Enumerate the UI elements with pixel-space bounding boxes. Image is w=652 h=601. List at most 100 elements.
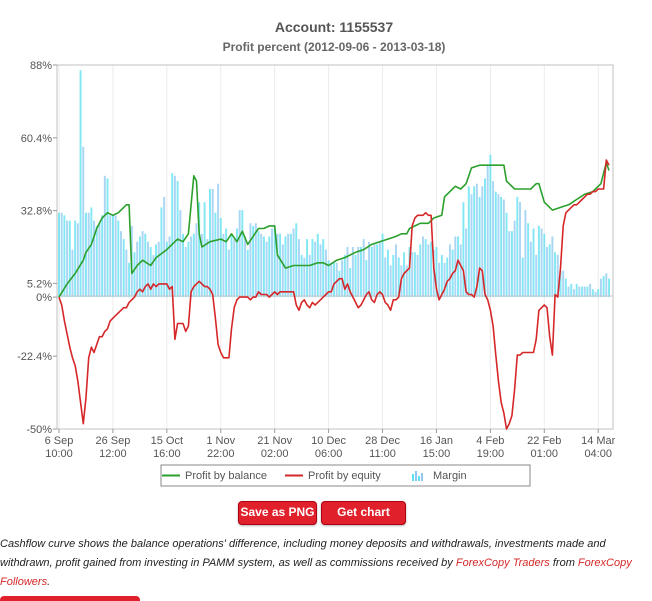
margin-bar bbox=[351, 247, 354, 298]
x-tick-label-date: 16 Jan bbox=[420, 435, 453, 447]
margin-bar bbox=[540, 228, 543, 298]
margin-bar bbox=[462, 202, 465, 298]
x-tick-label-time: 02:00 bbox=[261, 448, 289, 460]
margin-bar bbox=[608, 278, 610, 298]
save-as-png-button[interactable]: Save as PNG bbox=[238, 501, 317, 525]
margin-bar bbox=[200, 233, 203, 298]
legend-equity-label: Profit by equity bbox=[308, 470, 381, 482]
margin-bar bbox=[128, 262, 131, 298]
margin-bar bbox=[333, 262, 335, 298]
margin-bar bbox=[319, 244, 322, 298]
margin-bar bbox=[605, 273, 608, 298]
margin-bar bbox=[257, 231, 260, 298]
margin-bar bbox=[481, 186, 484, 298]
margin-bar bbox=[279, 233, 282, 298]
margin-bar bbox=[82, 146, 85, 298]
x-tick-label-time: 04:00 bbox=[584, 448, 612, 460]
margin-bar bbox=[74, 220, 77, 298]
forexcopy-traders-link[interactable]: ForexCopy Traders bbox=[455, 557, 550, 569]
x-tick-label-date: 22 Feb bbox=[527, 435, 561, 447]
margin-bar bbox=[144, 233, 147, 298]
margin-bar bbox=[300, 254, 303, 298]
margin-bar bbox=[599, 278, 602, 298]
margin-bar bbox=[532, 228, 535, 298]
get-chart-code-button[interactable]: Get chart code bbox=[321, 501, 406, 539]
margin-bar bbox=[457, 236, 459, 298]
margin-bar bbox=[222, 233, 225, 298]
margin-bar bbox=[489, 154, 492, 298]
legend-margin-label: Margin bbox=[433, 470, 467, 482]
margin-bar bbox=[500, 196, 503, 298]
margin-bar bbox=[206, 239, 209, 298]
margin-bar bbox=[567, 286, 570, 298]
margin-bar bbox=[235, 228, 238, 298]
margin-bar bbox=[182, 233, 184, 298]
margin-bar bbox=[120, 231, 122, 298]
margin-bar bbox=[306, 239, 309, 298]
forexcopy-followers-link[interactable]: ForexCopy Followers bbox=[0, 557, 632, 588]
profit-chart: Account: 1155537 Profit percent (2012-09… bbox=[17, 19, 616, 487]
margin-bar bbox=[160, 207, 163, 298]
margin-bar bbox=[117, 220, 120, 298]
margin-bar bbox=[76, 223, 79, 298]
margin-bar bbox=[392, 254, 395, 298]
equity-series-line bbox=[58, 159, 610, 430]
margin-bar bbox=[521, 257, 524, 298]
margin-bar bbox=[95, 225, 98, 298]
margin-bar bbox=[349, 268, 352, 298]
margin-bar bbox=[564, 278, 567, 298]
bottom-tab-button[interactable] bbox=[0, 596, 140, 601]
margin-bar bbox=[268, 236, 271, 298]
margin-bar bbox=[365, 260, 368, 298]
description-text-after: . bbox=[47, 576, 51, 588]
margin-bar bbox=[494, 191, 497, 298]
margin-bar bbox=[430, 241, 433, 298]
margin-bar bbox=[109, 215, 112, 298]
margin-bar bbox=[136, 241, 139, 298]
margin-bar bbox=[470, 194, 473, 298]
x-tick-label-date: 10 Dec bbox=[311, 435, 346, 447]
margin-bar bbox=[106, 178, 109, 298]
margin-bar bbox=[149, 247, 152, 298]
margin-bar bbox=[378, 241, 381, 298]
description-text-before: Cashflow curve shows the balance operati… bbox=[0, 538, 606, 569]
margin-bar bbox=[203, 202, 206, 298]
x-tick-label-time: 01:00 bbox=[531, 448, 559, 460]
margin-bar bbox=[93, 220, 96, 298]
margin-bar bbox=[529, 241, 532, 298]
margin-bar bbox=[211, 188, 214, 298]
margin-bar bbox=[125, 249, 128, 298]
margin-bar bbox=[198, 202, 201, 298]
margin-bar bbox=[556, 254, 559, 298]
y-tick-label: -22.4% bbox=[17, 351, 52, 363]
margin-bar bbox=[338, 270, 341, 298]
margin-bar bbox=[287, 233, 290, 298]
margin-bar bbox=[152, 254, 155, 298]
x-tick-label-date: 4 Feb bbox=[476, 435, 504, 447]
margin-bar bbox=[187, 241, 190, 298]
margin-bar bbox=[225, 228, 228, 298]
margin-bar bbox=[427, 244, 430, 298]
chart-subtitle: Profit percent (2012-09-06 - 2013-03-18) bbox=[223, 40, 446, 54]
margin-bar bbox=[578, 286, 581, 298]
margin-bar bbox=[214, 212, 217, 298]
margin-bar bbox=[327, 260, 330, 298]
margin-bar bbox=[60, 212, 63, 298]
margin-bar bbox=[397, 257, 400, 298]
margin-bar bbox=[524, 210, 527, 298]
margin-bar bbox=[546, 247, 548, 298]
margin-bar bbox=[591, 289, 594, 298]
x-tick-label-date: 14 Mar bbox=[581, 435, 616, 447]
y-tick-label: 32.8% bbox=[21, 206, 52, 218]
margin-bar bbox=[570, 283, 573, 298]
margin-bar bbox=[165, 241, 168, 298]
x-tick-label-date: 28 Dec bbox=[365, 435, 400, 447]
margin-bar bbox=[508, 231, 511, 298]
margin-bar bbox=[376, 244, 379, 298]
balance-series-line bbox=[58, 161, 610, 298]
margin-bar bbox=[484, 178, 486, 298]
margin-bar bbox=[551, 236, 554, 298]
margin-bar bbox=[68, 220, 71, 298]
margin-bar bbox=[173, 175, 176, 298]
margin-bar bbox=[330, 262, 333, 298]
